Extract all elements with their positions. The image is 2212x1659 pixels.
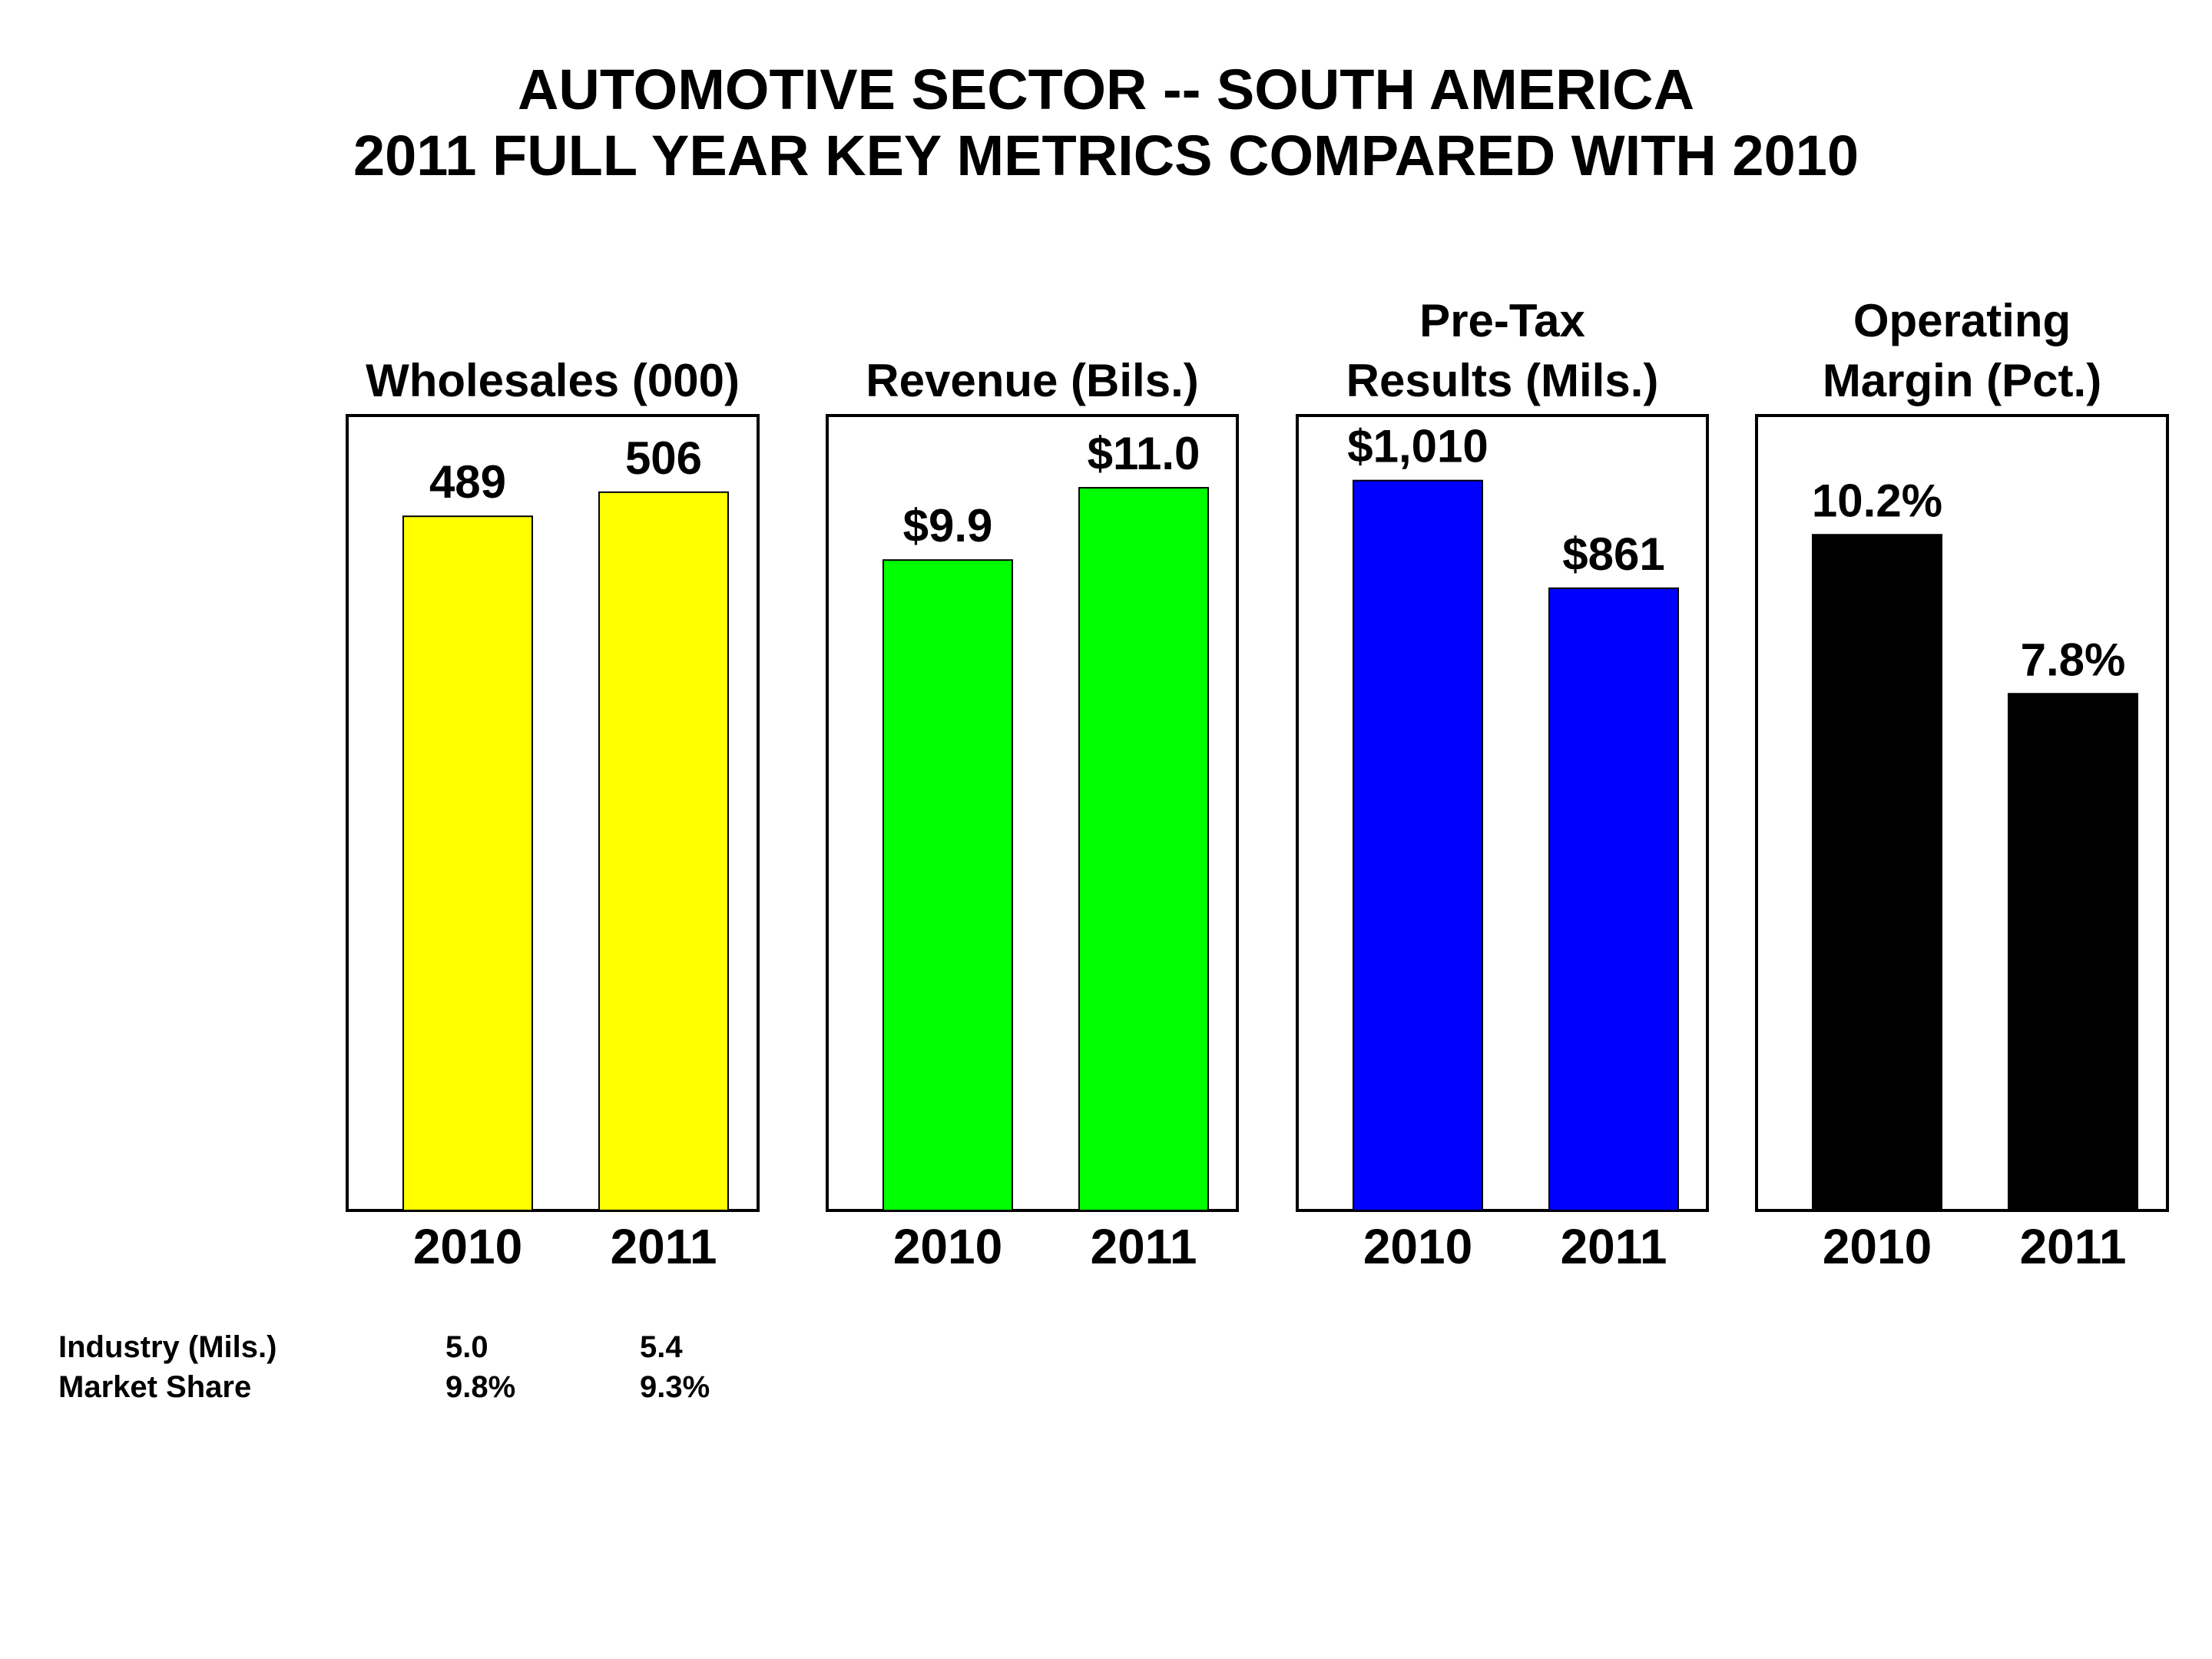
chart-panel-frame-1 xyxy=(346,414,760,1212)
chart-panel-2: Revenue (Bils.) $9.9 2010 $11.0 2011 xyxy=(826,355,1239,1274)
chart-panel-title-1-line-1: Wholesales (000) xyxy=(366,355,740,406)
category-label-3-2010: 2010 xyxy=(1363,1219,1472,1274)
value-label-2-2010: $9.9 xyxy=(903,500,993,551)
chart-panel-title-4-line-2: Margin (Pct.) xyxy=(1823,355,2101,406)
stat-industry-2010: 5.0 xyxy=(445,1330,488,1364)
chart-title-line-1: AUTOMOTIVE SECTOR -- SOUTH AMERICA xyxy=(517,58,1695,121)
category-label-2-2011: 2011 xyxy=(1091,1219,1197,1274)
value-label-1-2010: 489 xyxy=(429,456,506,508)
category-label-1-2011: 2011 xyxy=(611,1219,717,1274)
bar-4-2010 xyxy=(1812,534,1942,1211)
stat-row-industry: Industry (Mils.) 5.0 5.4 xyxy=(58,1327,826,1367)
stat-row-market-share: Market Share 9.8% 9.3% xyxy=(58,1367,826,1407)
chart-panel-frame-4 xyxy=(1755,414,2169,1212)
bar-3-2011 xyxy=(1548,587,1679,1211)
value-label-4-2010: 10.2% xyxy=(1812,475,1942,526)
value-label-3-2010: $1,010 xyxy=(1347,421,1488,472)
bar-2-2010 xyxy=(882,559,1013,1211)
category-label-1-2010: 2010 xyxy=(413,1219,522,1274)
chart-panel-3: Pre-Tax Results (Mils.) $1,010 2010 $861 2011 xyxy=(1296,295,1709,1274)
category-label-3-2011: 2011 xyxy=(1561,1219,1667,1274)
chart-panel-frame-2 xyxy=(826,414,1239,1212)
chart-panel-title-2-line-1: Revenue (Bils.) xyxy=(866,355,1198,406)
chart-panel-4: Operating Margin (Pct.) 10.2% 2010 7.8% 2011 xyxy=(1755,295,2169,1274)
chart-panel-frame-3 xyxy=(1296,414,1709,1212)
category-label-4-2010: 2010 xyxy=(1823,1219,1932,1274)
chart-panel-title-3-line-2: Results (Mils.) xyxy=(1346,355,1659,406)
value-label-4-2011: 7.8% xyxy=(2021,634,2126,685)
chart-title: AUTOMOTIVE SECTOR -- SOUTH AMERICA 2011 … xyxy=(0,57,2212,189)
stat-market-share-2010: 9.8% xyxy=(445,1370,516,1404)
chart-panel-title-4-line-1: Operating xyxy=(1853,295,2071,346)
category-label-4-2011: 2011 xyxy=(2020,1219,2127,1274)
stat-industry-2011: 5.4 xyxy=(640,1330,683,1364)
bar-4-2011 xyxy=(2008,693,2138,1211)
value-label-2-2011: $11.0 xyxy=(1088,428,1200,479)
value-label-3-2011: $861 xyxy=(1562,528,1664,580)
stat-label-industry: Industry (Mils.) xyxy=(58,1330,277,1364)
bar-1-2010 xyxy=(402,515,533,1211)
bar-1-2011 xyxy=(598,491,729,1211)
stat-label-market-share: Market Share xyxy=(58,1370,252,1404)
chart-title-line-2: 2011 FULL YEAR KEY METRICS COMPARED WITH… xyxy=(353,124,1859,187)
bar-2-2011 xyxy=(1078,487,1209,1211)
stat-market-share-2011: 9.3% xyxy=(640,1370,710,1404)
bar-3-2010 xyxy=(1353,479,1483,1211)
stats-table: Industry (Mils.) 5.0 5.4 Market Share 9.… xyxy=(58,1327,826,1407)
category-label-2-2010: 2010 xyxy=(893,1219,1002,1274)
chart-panel-title-3-line-1: Pre-Tax xyxy=(1419,295,1585,346)
chart-panel-1: Wholesales (000) 489 2010 506 2011 xyxy=(346,355,760,1274)
value-label-1-2011: 506 xyxy=(625,432,702,484)
